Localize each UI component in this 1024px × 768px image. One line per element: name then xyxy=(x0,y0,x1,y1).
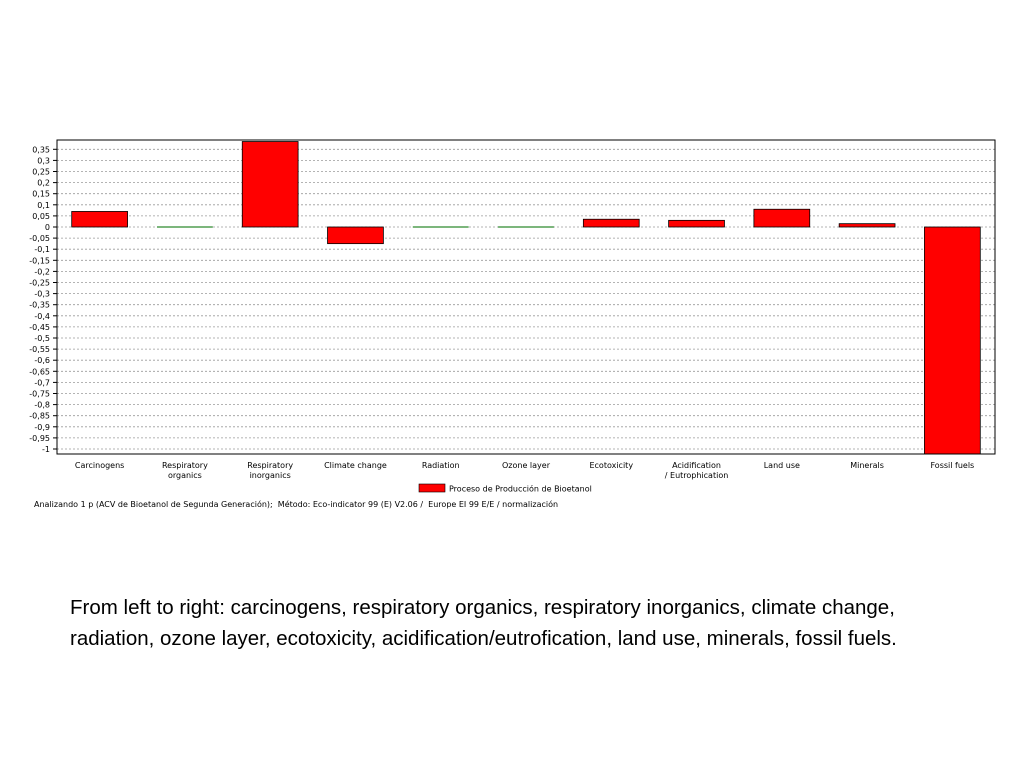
x-tick-label: Radiation xyxy=(422,461,460,470)
y-tick-label: -0,7 xyxy=(34,378,50,387)
bar xyxy=(753,208,811,228)
y-tick-label: -0,5 xyxy=(34,334,50,343)
y-tick-label: -0,55 xyxy=(29,345,50,354)
y-tick-label: -0,9 xyxy=(34,423,50,432)
y-tick-label: 0,25 xyxy=(32,168,50,177)
x-tick-label: Land use xyxy=(764,461,800,470)
y-axis-ticks: 0,35 0,3 0,25 0,2 0,15 0,1 0,05 0 -0,05 -0,1 -0,15… xyxy=(29,145,57,454)
y-tick-label: -0,75 xyxy=(29,390,50,399)
bar xyxy=(582,218,640,228)
y-tick-label: -0,85 xyxy=(29,412,50,421)
bars xyxy=(71,141,981,455)
x-tick-label: Respiratory organics xyxy=(162,461,208,480)
bar xyxy=(71,211,128,228)
legend: Proceso de Producción de Bioetanol xyxy=(418,483,592,494)
legend-swatch xyxy=(418,483,446,493)
y-tick-label: -0,95 xyxy=(29,434,50,443)
legend-label: Proceso de Producción de Bioetanol xyxy=(449,484,592,494)
x-tick-label: Ecotoxicity xyxy=(589,461,633,470)
y-tick-label: -0,1 xyxy=(34,245,50,254)
y-tick-label: -1 xyxy=(42,445,50,454)
x-tick-label: Carcinogens xyxy=(75,461,124,470)
y-tick-label: -0,45 xyxy=(29,323,50,332)
y-tick-label: 0,35 xyxy=(32,145,50,154)
plot-frame xyxy=(56,139,996,455)
y-tick-label: 0,05 xyxy=(32,212,50,221)
y-tick-label: 0,2 xyxy=(37,179,50,188)
y-tick-label: 0,1 xyxy=(37,201,50,210)
y-tick-label: 0,15 xyxy=(32,190,50,199)
bar xyxy=(241,141,299,228)
bar xyxy=(838,223,896,228)
bar-chart: 0,35 0,3 0,25 0,2 0,15 0,1 0,05 0 -0,05 -0,1 -0,15… xyxy=(29,139,996,509)
bar xyxy=(668,219,725,228)
y-tick-label: -0,3 xyxy=(34,290,50,299)
x-tick-label: Acidification / Eutrophication xyxy=(665,461,729,480)
y-tick-label: -0,05 xyxy=(29,234,50,243)
x-tick-label: Respiratory inorganics xyxy=(247,461,293,480)
y-tick-label: 0,3 xyxy=(37,156,50,165)
bar xyxy=(327,226,384,245)
x-tick-label: Minerals xyxy=(850,461,884,470)
y-tick-label: -0,25 xyxy=(29,279,50,288)
x-tick-label: Fossil fuels xyxy=(930,461,974,470)
y-tick-label: -0,65 xyxy=(29,367,50,376)
x-tick-label: Ozone layer xyxy=(502,461,551,470)
x-axis-labels: Carcinogens Respiratory organics Respirator… xyxy=(75,461,974,480)
y-tick-label: -0,4 xyxy=(34,312,50,321)
y-tick-label: -0,2 xyxy=(34,267,50,276)
grid-lines xyxy=(57,148,995,450)
chart-footnote: Analizando 1 p (ACV de Bioetanol de Segu… xyxy=(34,499,558,509)
slide-caption: From left to right: carcinogens, respira… xyxy=(70,596,897,650)
y-tick-label: -0,35 xyxy=(29,301,50,310)
y-tick-label: -0,15 xyxy=(29,256,50,265)
y-tick-label: -0,8 xyxy=(34,401,50,410)
y-tick-label: 0 xyxy=(45,223,50,232)
y-tick-label: -0,6 xyxy=(34,356,50,365)
x-tick-label: Climate change xyxy=(324,461,387,470)
bar xyxy=(924,226,981,455)
